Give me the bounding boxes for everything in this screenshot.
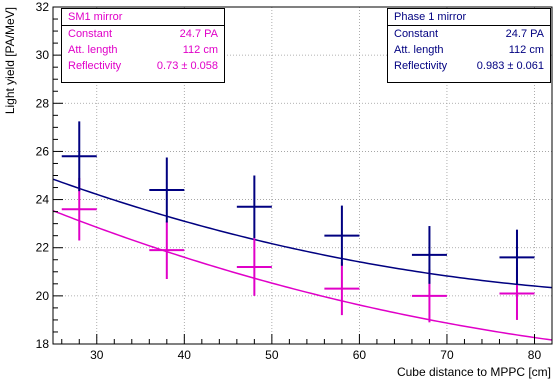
data-point (61, 121, 97, 192)
x-tick-label: 40 (178, 348, 192, 362)
legend-phase1-mirror: Phase 1 mirror Constant 24.7 PA Att. len… (387, 8, 551, 83)
legend-label: Constant (394, 28, 439, 40)
x-tick-label: 30 (90, 348, 104, 362)
fit-curve (52, 178, 553, 289)
y-tick-label: 32 (36, 0, 50, 14)
legend-value: 0.73 ± 0.058 (156, 60, 218, 72)
legend-row-reflectivity: Reflectivity 0.983 ± 0.061 (388, 58, 550, 74)
x-tick-label: 80 (528, 348, 542, 362)
legend-label: Reflectivity (394, 60, 448, 72)
legend-value: 112 cm (182, 44, 218, 56)
legend-label: Reflectivity (68, 60, 122, 72)
data-point (149, 221, 185, 280)
x-tick-label: 70 (440, 348, 454, 362)
legend-row-att-length: Att. length 112 cm (388, 42, 550, 58)
data-point (324, 205, 360, 266)
legend-title: Phase 1 mirror (388, 9, 550, 26)
legend-label: Constant (68, 28, 113, 40)
ticks: 30 40 50 60 70 80 18 20 22 24 26 28 30 32 (36, 0, 553, 362)
data-points (61, 121, 535, 323)
y-tick-label: 22 (36, 241, 50, 255)
legend-label: Att. length (394, 44, 444, 56)
data-point (411, 226, 447, 284)
data-point (324, 262, 360, 316)
legend-value: 112 cm (508, 44, 544, 56)
fit-curves (52, 178, 553, 341)
x-tick-label: 60 (353, 348, 367, 362)
y-tick-label: 30 (36, 48, 50, 62)
legend-title: SM1 mirror (62, 9, 224, 26)
legend-row-att-length: Att. length 112 cm (62, 42, 224, 58)
x-axis-label: Cube distance to MPPC [cm] (397, 365, 551, 379)
data-point (499, 229, 535, 286)
y-axis-label: Light yield [PA/MeV] (3, 7, 17, 114)
legend-label: Att. length (68, 44, 118, 56)
legend-value: 0.983 ± 0.061 (476, 60, 544, 72)
y-tick-label: 20 (36, 289, 50, 303)
y-tick-label: 24 (36, 193, 50, 207)
x-tick-label: 50 (265, 348, 279, 362)
legend-row-reflectivity: Reflectivity 0.73 ± 0.058 (62, 58, 224, 74)
y-tick-label: 26 (36, 144, 50, 158)
legend-value: 24.7 PA (505, 28, 544, 40)
legend-value: 24.7 PA (179, 28, 218, 40)
fit-curve (52, 209, 553, 341)
legend-sm1-mirror: SM1 mirror Constant 24.7 PA Att. length … (61, 8, 225, 83)
data-point (236, 238, 272, 296)
data-point (236, 175, 272, 239)
legend-row-constant: Constant 24.7 PA (388, 26, 550, 42)
y-tick-label: 18 (36, 337, 50, 351)
legend-row-constant: Constant 24.7 PA (62, 26, 224, 42)
y-tick-label: 28 (36, 96, 50, 110)
data-point (149, 157, 185, 223)
